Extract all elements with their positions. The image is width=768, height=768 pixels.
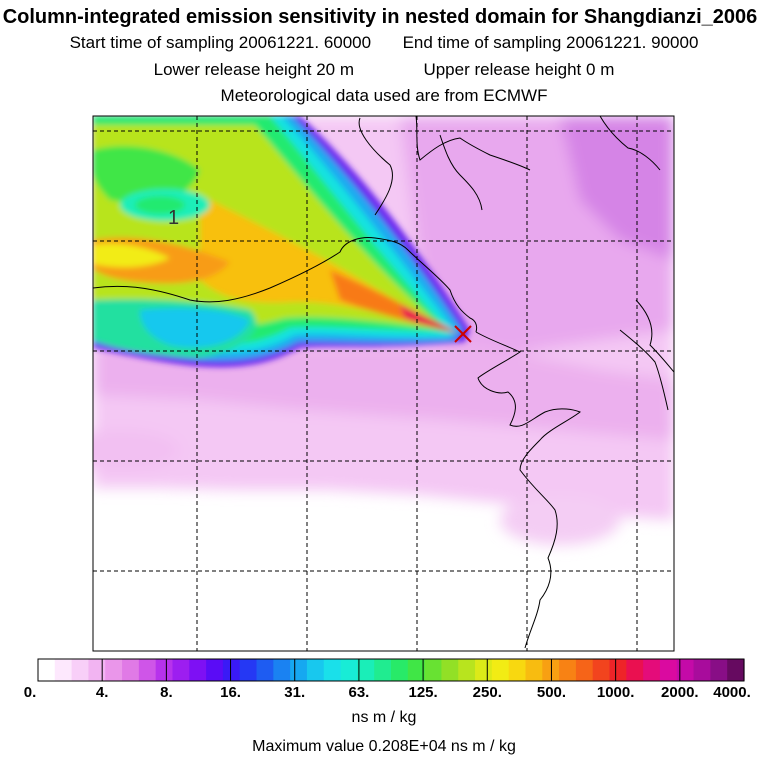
map-frame bbox=[92, 115, 675, 652]
lower-height-value: 20 m bbox=[316, 60, 354, 79]
colorbar-cell bbox=[693, 659, 711, 681]
colorbar-cell bbox=[290, 659, 308, 681]
colorbar-cell bbox=[592, 659, 611, 681]
colorbar-cell bbox=[475, 659, 493, 681]
upper-height-value: 0 m bbox=[586, 60, 615, 79]
sampling-time-line: Start time of sampling 20061221. 60000 E… bbox=[0, 33, 768, 53]
colorbar-cell bbox=[609, 659, 627, 681]
colorbar-cell bbox=[374, 659, 392, 681]
release-height-line: Lower release height 20 m Upper release … bbox=[0, 60, 768, 80]
colorbar-cell bbox=[155, 659, 174, 681]
colorbar-cell bbox=[71, 659, 90, 681]
colorbar-cell bbox=[273, 659, 291, 681]
colorbar-cell bbox=[559, 659, 577, 681]
upper-height-label: Upper release height bbox=[423, 60, 582, 79]
colorbar-cell bbox=[676, 659, 695, 681]
colorbar-cell bbox=[105, 659, 123, 681]
colorbar-tick-label: 125. bbox=[408, 684, 438, 701]
colorbar-cell bbox=[88, 659, 106, 681]
colorbar-cell bbox=[189, 659, 207, 681]
colorbar-tick-label: 16. bbox=[220, 684, 241, 701]
plot-title: Column-integrated emission sensitivity i… bbox=[2, 6, 758, 28]
start-time-value: 20061221. 60000 bbox=[238, 33, 372, 52]
colorbar-cell bbox=[38, 659, 56, 681]
end-time-value: 20061221. 90000 bbox=[566, 33, 699, 52]
coastline-borders bbox=[93, 116, 674, 649]
colorbar-tick-label: 2000. bbox=[661, 684, 699, 701]
colorbar-tick-label: 4000. bbox=[713, 684, 751, 701]
colorbar-cell bbox=[239, 659, 258, 681]
lower-height-label: Lower release height bbox=[153, 60, 312, 79]
colorbar-cell bbox=[206, 659, 224, 681]
colorbar-tick-label: 250. bbox=[472, 684, 502, 701]
receptor-marker bbox=[454, 325, 472, 343]
colorbar-cell bbox=[138, 659, 157, 681]
colorbar-cell bbox=[54, 659, 73, 681]
colorbar-cell bbox=[575, 659, 594, 681]
colorbar-cell bbox=[306, 659, 325, 681]
colorbar-tick-label: 0. bbox=[23, 684, 37, 701]
end-time-label: End time of sampling bbox=[402, 33, 562, 52]
colorbar-units: ns m / kg bbox=[351, 709, 417, 726]
colorbar-cell bbox=[256, 659, 274, 681]
colorbar-cell bbox=[710, 659, 728, 681]
colorbar-cell bbox=[122, 659, 140, 681]
colorbar-cell bbox=[525, 659, 543, 681]
colorbar-cell bbox=[172, 659, 190, 681]
colorbar-tick-label: 8. bbox=[160, 684, 173, 701]
colorbar-cell bbox=[222, 659, 241, 681]
lat-lon-grid bbox=[93, 116, 674, 651]
colorbar-cell bbox=[508, 659, 527, 681]
start-time-label: Start time of sampling bbox=[69, 33, 234, 52]
contour-label: 1 bbox=[168, 207, 179, 229]
colorbar-cell bbox=[441, 659, 459, 681]
colorbar-cell bbox=[340, 659, 358, 681]
colorbar-cell bbox=[458, 659, 476, 681]
met-data-line: Meteorological data used are from ECMWF bbox=[220, 86, 548, 105]
colorbar-cell bbox=[391, 659, 409, 681]
colorbar-cell bbox=[643, 659, 661, 681]
maximum-value-text: Maximum value 0.208E+04 ns m / kg bbox=[252, 738, 516, 755]
colorbar-tick-label: 63. bbox=[348, 684, 370, 701]
colorbar-tick-label: 1000. bbox=[596, 684, 635, 701]
colorbar-cell bbox=[727, 659, 745, 681]
colorbar-cell bbox=[659, 659, 678, 681]
plume-field bbox=[93, 116, 470, 368]
colorbar-cell bbox=[357, 659, 375, 681]
colorbar-cell bbox=[491, 659, 510, 681]
colorbar-tick-label: 31. bbox=[284, 684, 306, 701]
colorbar-cell bbox=[424, 659, 443, 681]
colorbar-cell bbox=[407, 659, 426, 681]
colorbar-cell bbox=[626, 659, 644, 681]
colorbar-tick-label: 4. bbox=[95, 684, 109, 701]
colorbar-cell bbox=[323, 659, 342, 681]
colorbar-tick-label: 500. bbox=[536, 684, 567, 701]
